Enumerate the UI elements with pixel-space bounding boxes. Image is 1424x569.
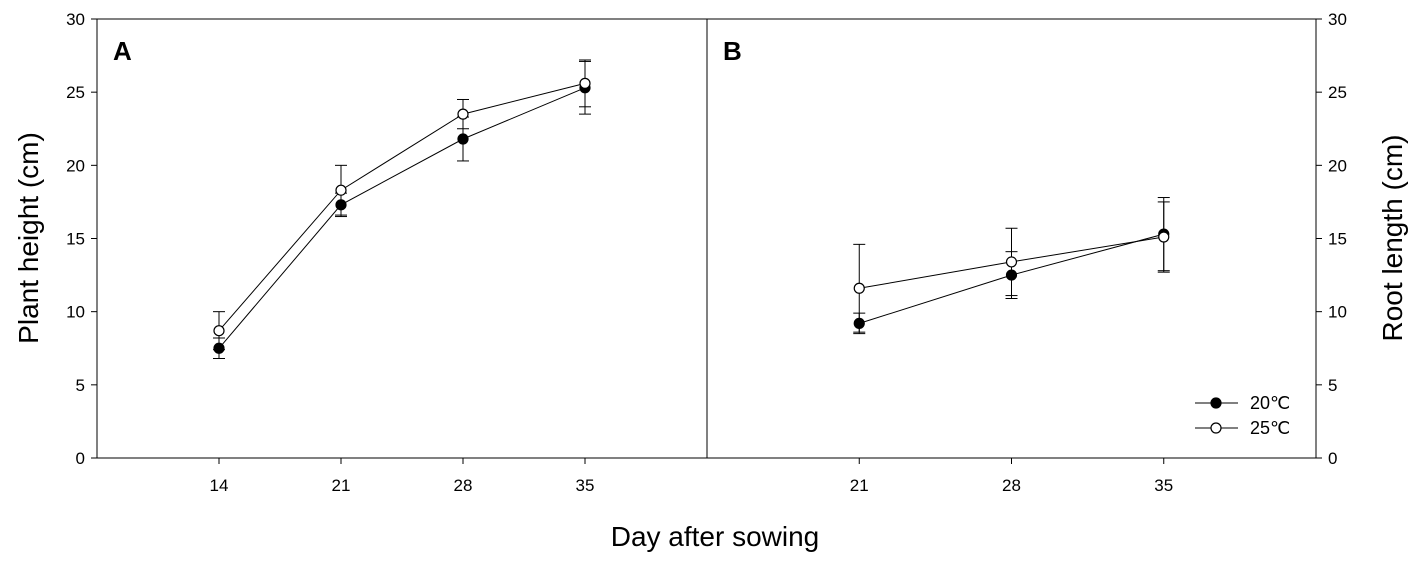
y-axis-title-right: Root length (cm): [1377, 135, 1408, 342]
legend: 20℃ 25℃: [1195, 393, 1290, 438]
panel-b-label: B: [723, 36, 742, 66]
data-point-a-25c: [579, 77, 591, 89]
data-point-a-20c: [213, 342, 225, 354]
series-line-a-20c: [218, 87, 586, 349]
data-point-a-25c: [335, 184, 347, 196]
y-tick-label-b: 10: [1328, 303, 1347, 322]
x-tick-label-b: 35: [1154, 476, 1173, 495]
y-tick-label-b: 25: [1328, 83, 1347, 102]
x-tick-label-b: 28: [1002, 476, 1021, 495]
data-point-b-25c: [1005, 256, 1018, 268]
y-tick-label-a: 10: [66, 303, 85, 322]
data-point-b-20c: [1005, 269, 1018, 281]
legend-label-20c: 20℃: [1250, 393, 1290, 413]
ticks-layer: 0 5 10 15 20 25 30 14 21 28 35 0 5 10 15 20 25 30 21 28 35: [66, 10, 1347, 495]
x-tick-label-a: 21: [332, 476, 351, 495]
y-tick-label-a: 15: [66, 230, 85, 249]
data-point-b-25c: [1158, 231, 1170, 243]
y-tick-label-b: 15: [1328, 230, 1347, 249]
y-tick-label-a: 25: [66, 83, 85, 102]
data-point-a-20c: [457, 133, 469, 145]
legend-marker-25c: [1210, 422, 1222, 434]
data-point-b-25c: [853, 282, 865, 294]
panel-a-label: A: [113, 36, 132, 66]
x-tick-label-b: 21: [850, 476, 869, 495]
data-point-b-20c: [853, 317, 865, 329]
y-tick-label-b: 30: [1328, 10, 1347, 29]
legend-label-25c: 25℃: [1250, 418, 1290, 438]
y-tick-label-a: 0: [76, 449, 85, 468]
x-tick-label-a: 14: [210, 476, 229, 495]
series-layer: [213, 59, 1170, 359]
y-tick-label-a: 5: [76, 376, 85, 395]
data-point-a-20c: [335, 199, 347, 211]
x-tick-label-a: 35: [576, 476, 595, 495]
data-point-a-25c: [457, 108, 469, 120]
x-axis-title: Day after sowing: [611, 521, 820, 552]
plot-frames: [96, 18, 1317, 459]
y-tick-label-a: 30: [66, 10, 85, 29]
data-point-a-25c: [213, 325, 225, 337]
y-tick-label-b: 5: [1328, 376, 1337, 395]
y-tick-label-a: 20: [66, 156, 85, 175]
legend-marker-20c: [1210, 397, 1222, 409]
y-axis-title-left: Plant height (cm): [13, 132, 44, 344]
y-tick-label-b: 0: [1328, 449, 1337, 468]
series-line-a-25c: [218, 82, 586, 332]
x-tick-label-a: 28: [454, 476, 473, 495]
y-tick-label-b: 20: [1328, 156, 1347, 175]
panel-a-frame: [96, 18, 708, 459]
